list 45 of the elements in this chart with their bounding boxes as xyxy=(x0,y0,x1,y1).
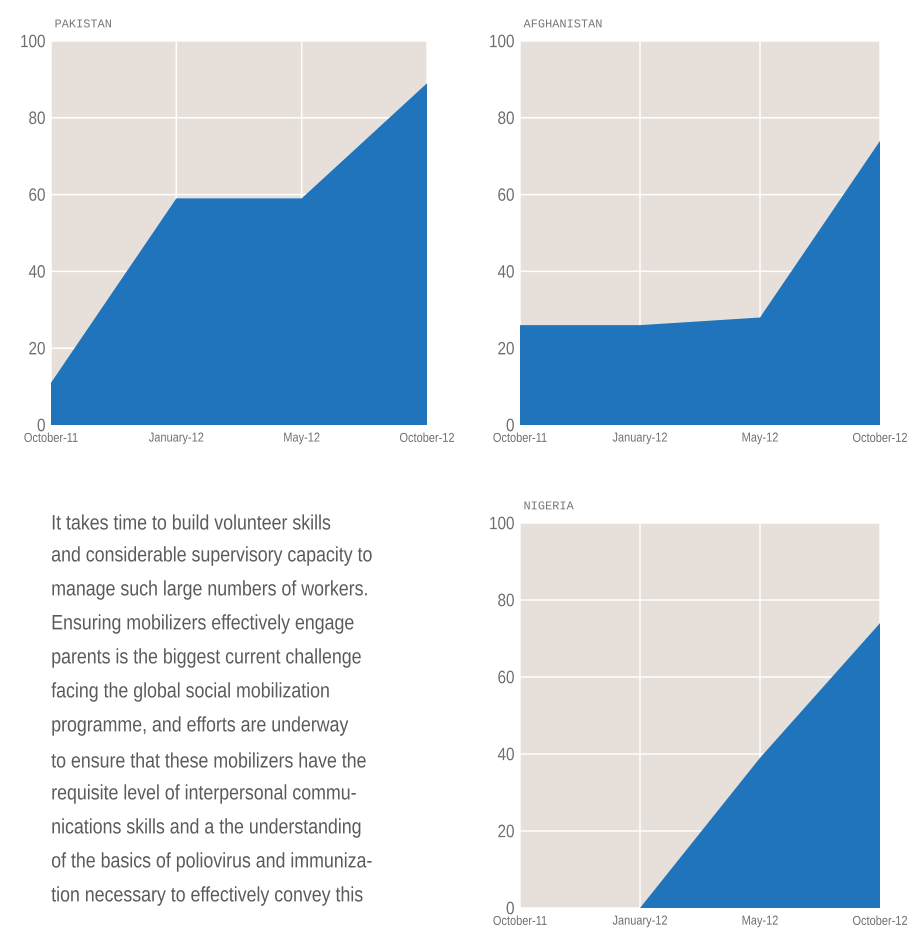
y-tick-label: 40 xyxy=(28,265,45,278)
text: and considerable supervisory capacity to xyxy=(52,546,372,566)
y-tick-label: 80 xyxy=(498,111,514,124)
text: manage such large numbers of workers. xyxy=(52,580,367,600)
y-tick-label: 20 xyxy=(29,342,45,355)
y-tick-label: 100 xyxy=(490,34,514,48)
y-tick-label: 80 xyxy=(29,111,45,124)
x-tick-label: October-12 xyxy=(400,432,454,442)
y-tick-label: 40 xyxy=(498,748,514,760)
y-tick-label: 100 xyxy=(21,34,45,48)
text: parents is the biggest current challenge xyxy=(52,648,361,668)
chart-title: AFGHANISTAN xyxy=(524,19,602,28)
y-tick-label: 0 xyxy=(506,902,514,914)
x-tick-label: October-11 xyxy=(493,432,547,442)
x-tick-label: May-12 xyxy=(742,916,778,928)
x-tick-label: October-12 xyxy=(852,432,907,442)
text: Ensuring mobilizers effectively engage xyxy=(52,614,354,634)
y-tick-label: 100 xyxy=(490,516,514,530)
x-tick-label: January-12 xyxy=(612,432,667,444)
text: requisite level of interpersonal commu- xyxy=(52,784,356,804)
x-tick-label: October-11 xyxy=(24,432,78,442)
text: It takes time to build volunteer skills xyxy=(52,514,330,530)
chart-title: PAKISTAN xyxy=(55,19,111,28)
text: to ensure that these mobilizers have the xyxy=(51,752,366,768)
y-tick-label: 20 xyxy=(498,824,514,838)
x-tick-label: October-12 xyxy=(852,916,907,926)
x-tick-label: January-12 xyxy=(612,916,667,928)
y-tick-label: 40 xyxy=(498,265,514,278)
y-tick-label: 60 xyxy=(498,188,514,201)
x-tick-label: October-11 xyxy=(493,916,547,926)
text: facing the global social mobilization xyxy=(51,682,329,702)
y-tick-label: 20 xyxy=(498,342,514,355)
y-tick-label: 0 xyxy=(506,418,514,432)
x-tick-label: May-12 xyxy=(742,432,778,444)
x-tick-label: January-12 xyxy=(148,432,204,444)
text: of the basics of poliovirus and immuniza- xyxy=(52,852,372,872)
text: tion necessary to effectively convey this xyxy=(51,886,363,906)
y-tick-label: 60 xyxy=(498,670,514,684)
y-tick-label: 0 xyxy=(38,418,45,432)
y-tick-label: 60 xyxy=(29,188,45,201)
y-tick-label: 80 xyxy=(498,594,514,606)
x-tick-label: May-12 xyxy=(284,432,320,444)
chart-title: NIGERIA xyxy=(524,501,574,510)
text: programme, and efforts are underway xyxy=(52,716,348,736)
text: nications skills and a the understanding xyxy=(52,818,360,838)
